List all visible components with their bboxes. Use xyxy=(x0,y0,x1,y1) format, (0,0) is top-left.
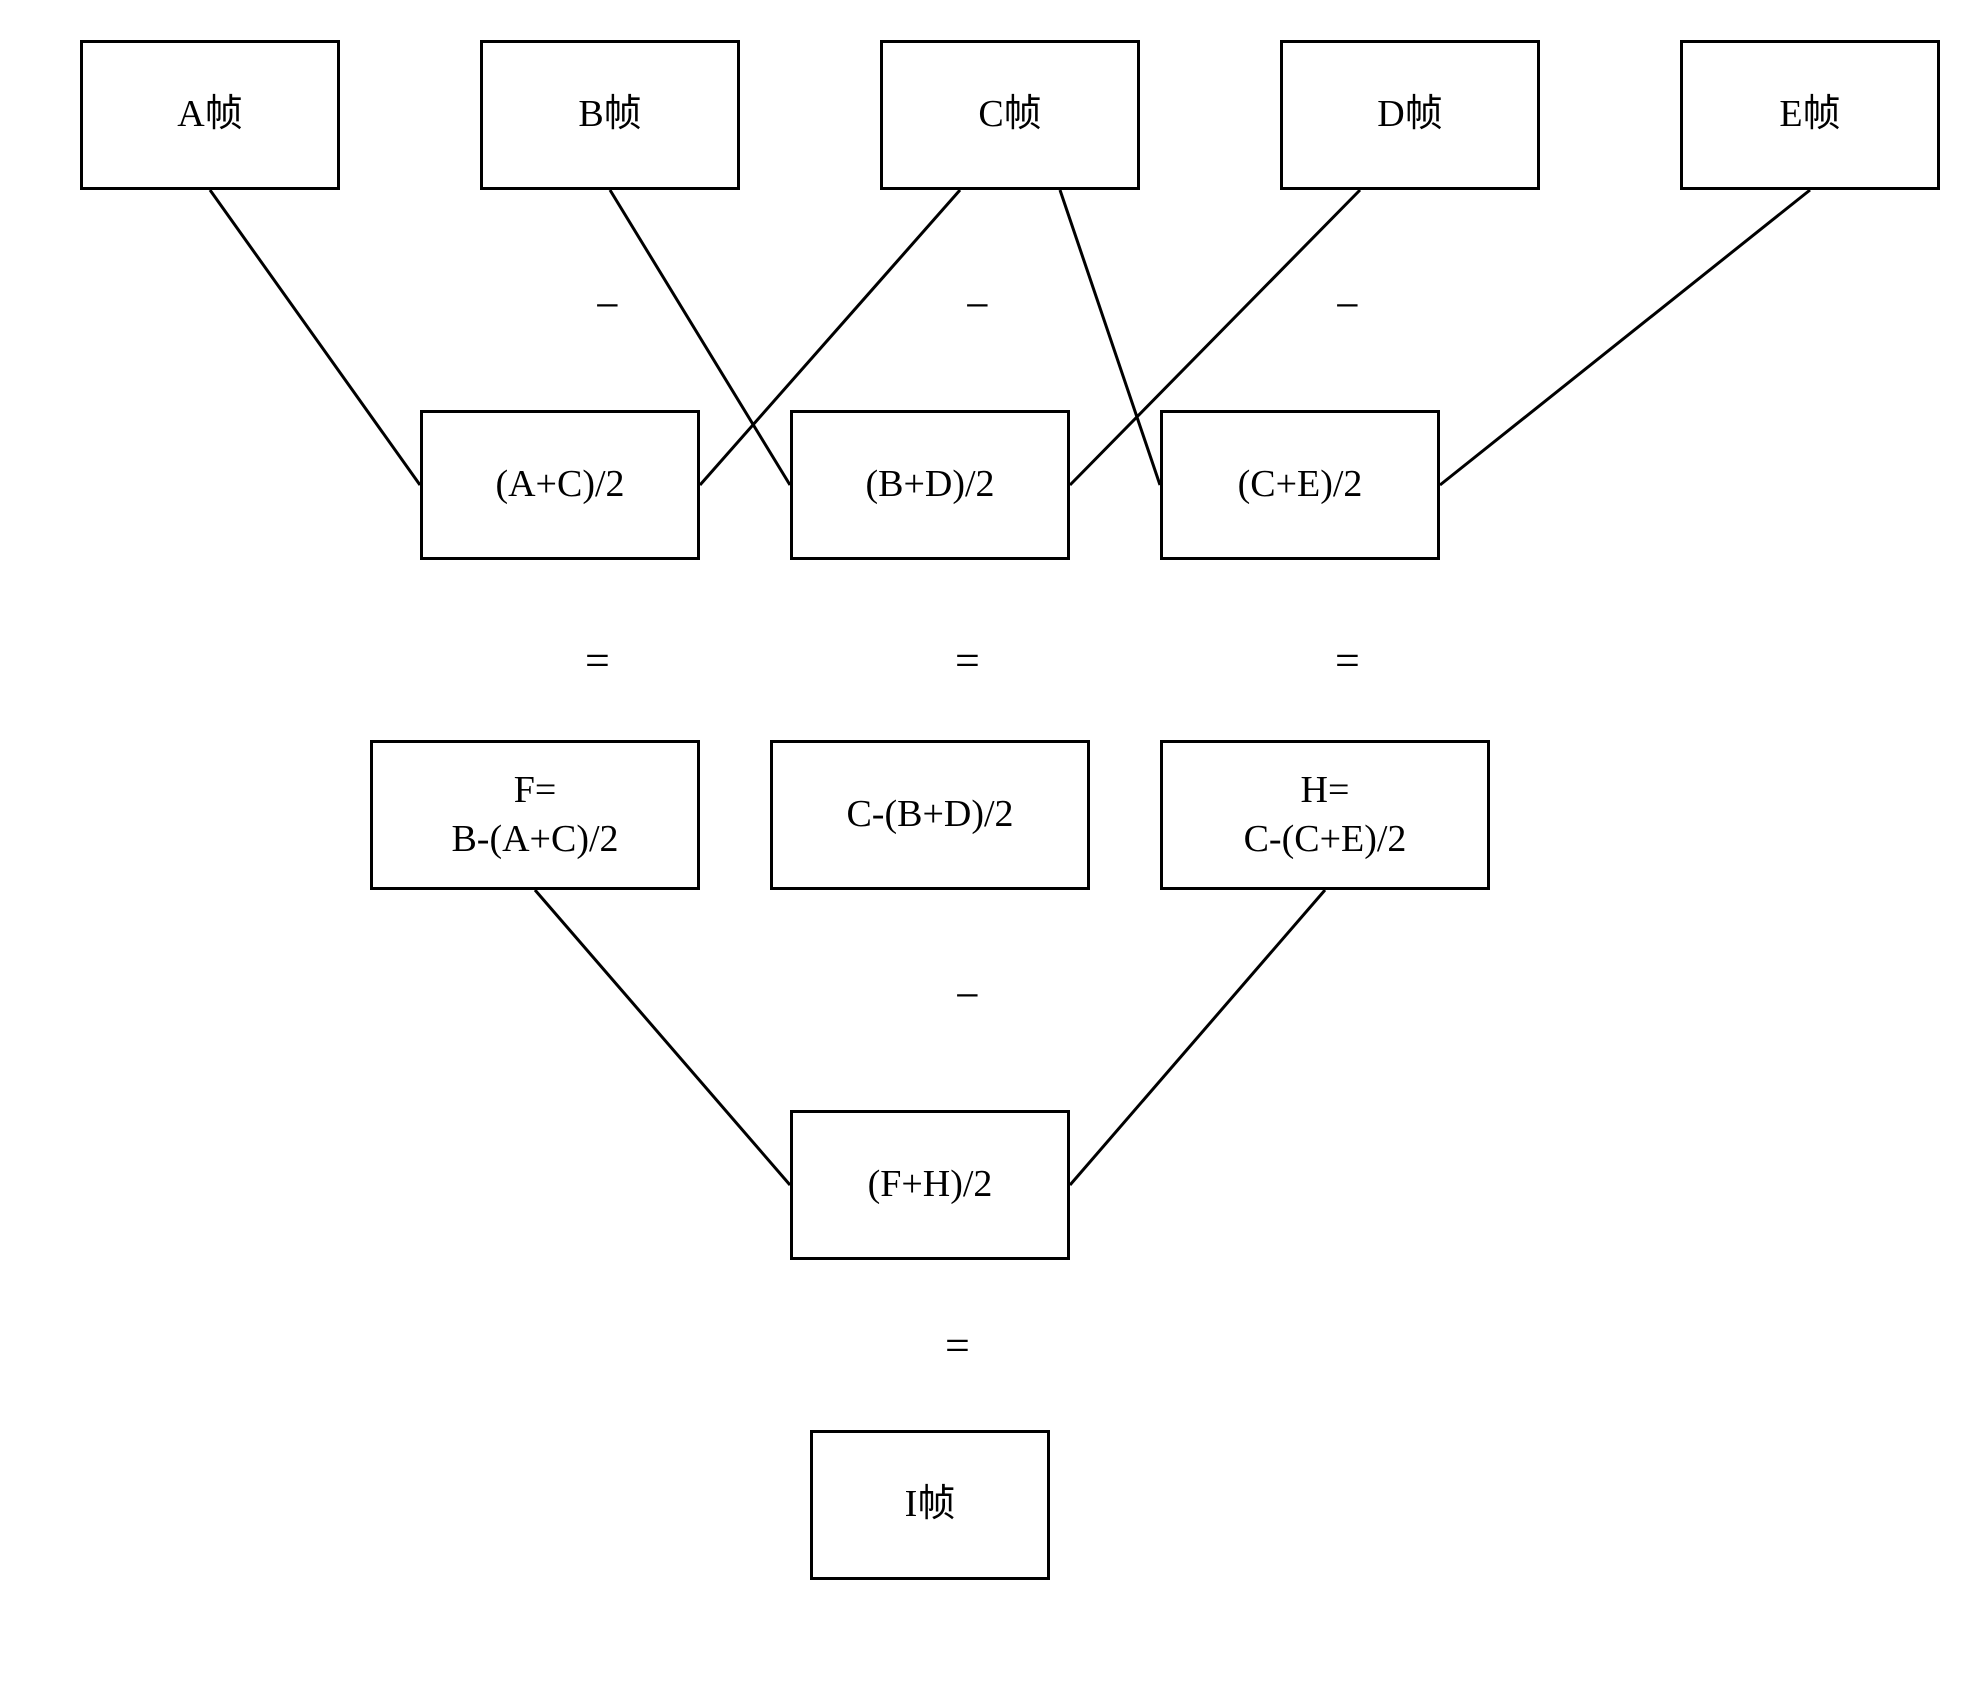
node-label: I帧 xyxy=(905,1480,956,1529)
equals-op: = xyxy=(945,1320,970,1371)
node-label: C-(B+D)/2 xyxy=(846,790,1013,839)
equals-op: = xyxy=(955,635,980,686)
node-label: D帧 xyxy=(1377,90,1442,139)
node-g: C-(B+D)/2 xyxy=(770,740,1090,890)
node-label: (B+D)/2 xyxy=(865,460,994,509)
minus-op: − xyxy=(965,280,990,331)
node-label: A帧 xyxy=(177,90,242,139)
node-h: H= C-(C+E)/2 xyxy=(1160,740,1490,890)
node-c-frame: C帧 xyxy=(880,40,1140,190)
node-label: (C+E)/2 xyxy=(1238,460,1363,509)
node-label: (F+H)/2 xyxy=(868,1160,993,1209)
node-f: F= B-(A+C)/2 xyxy=(370,740,700,890)
node-label: F= B-(A+C)/2 xyxy=(451,766,618,865)
node-label: H= C-(C+E)/2 xyxy=(1244,766,1407,865)
node-ce-avg: (C+E)/2 xyxy=(1160,410,1440,560)
node-label: (A+C)/2 xyxy=(495,460,624,509)
equals-op: = xyxy=(1335,635,1360,686)
node-a-frame: A帧 xyxy=(80,40,340,190)
minus-op: − xyxy=(1335,280,1360,331)
minus-op: − xyxy=(595,280,620,331)
node-d-frame: D帧 xyxy=(1280,40,1540,190)
node-e-frame: E帧 xyxy=(1680,40,1940,190)
node-b-frame: B帧 xyxy=(480,40,740,190)
minus-op: − xyxy=(955,970,980,1021)
node-fh-avg: (F+H)/2 xyxy=(790,1110,1070,1260)
node-i-frame: I帧 xyxy=(810,1430,1050,1580)
frame-diagram: A帧 B帧 C帧 D帧 E帧 − − − (A+C)/2 (B+D)/2 (C+… xyxy=(0,0,1982,1685)
node-label: C帧 xyxy=(978,90,1041,139)
node-label: E帧 xyxy=(1779,90,1840,139)
node-bd-avg: (B+D)/2 xyxy=(790,410,1070,560)
node-label: B帧 xyxy=(578,90,641,139)
node-ac-avg: (A+C)/2 xyxy=(420,410,700,560)
equals-op: = xyxy=(585,635,610,686)
